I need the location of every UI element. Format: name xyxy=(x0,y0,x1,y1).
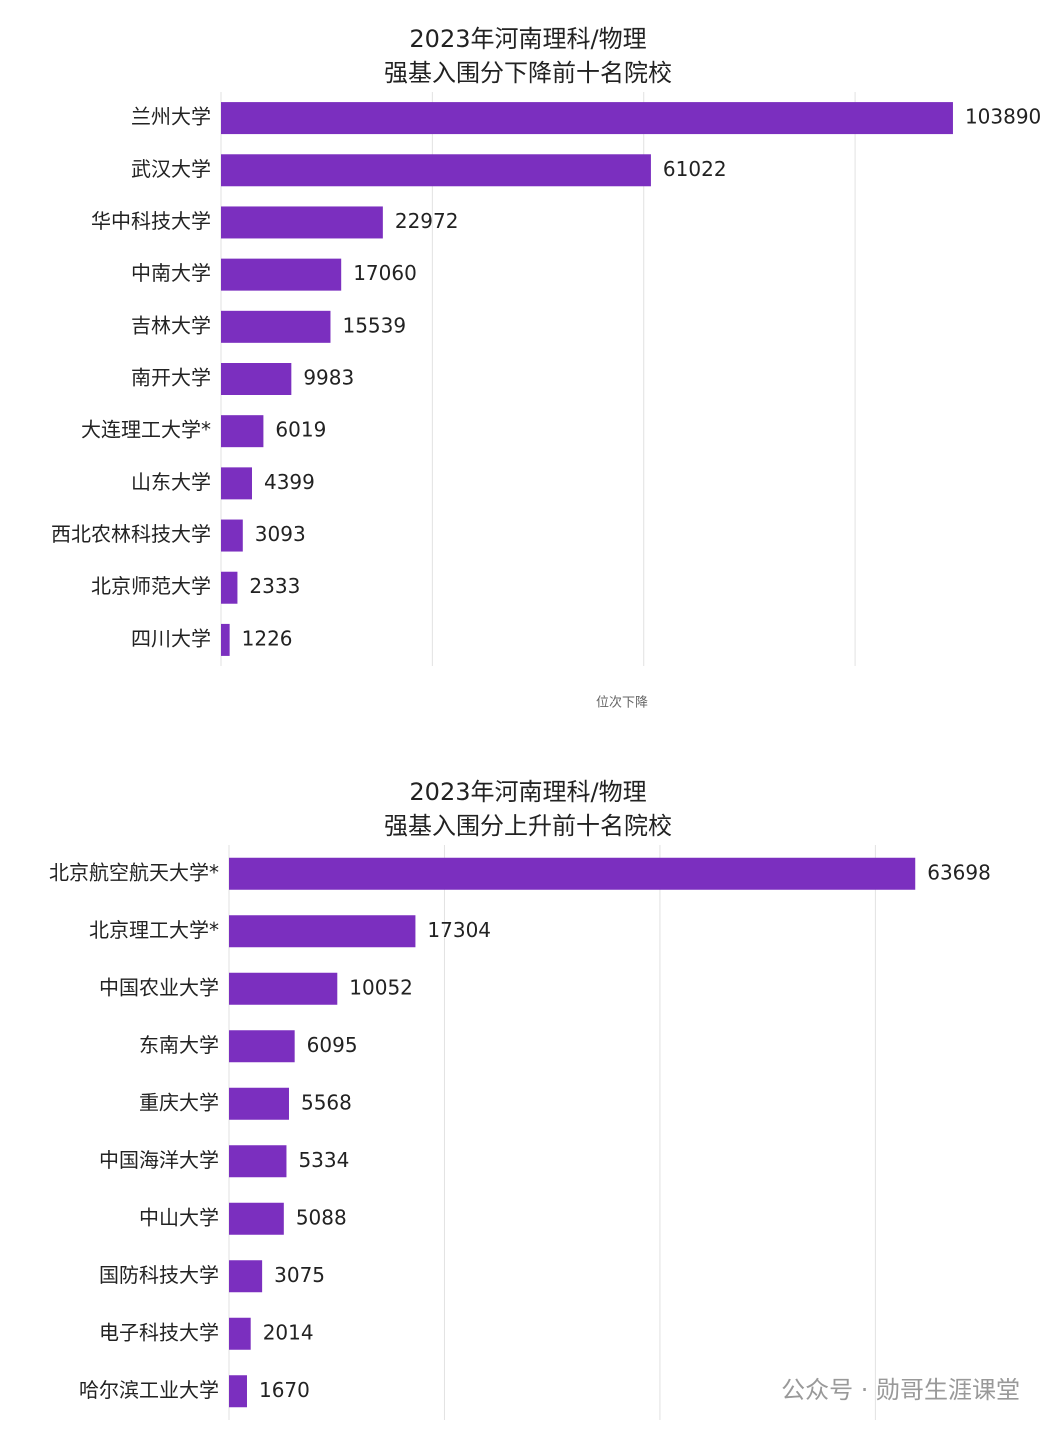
chart-subtitle: 强基入围分上升前十名院校 xyxy=(384,812,672,840)
y-tick-label: 北京师范大学 xyxy=(91,574,211,598)
bar xyxy=(221,415,264,448)
y-tick-label: 中国农业大学 xyxy=(99,975,219,999)
y-tick-label: 北京航空航天大学* xyxy=(49,860,219,884)
value-label: 1226 xyxy=(242,626,293,650)
bar xyxy=(229,1202,284,1235)
y-tick-label: 中国海洋大学 xyxy=(99,1148,219,1172)
chart-subtitle: 强基入围分下降前十名院校 xyxy=(384,59,672,87)
bar xyxy=(229,1087,289,1120)
y-tick-label: 华中科技大学 xyxy=(91,209,211,233)
y-tick-label: 吉林大学 xyxy=(131,313,211,337)
value-label: 5334 xyxy=(298,1148,349,1172)
y-tick-label: 北京理工大学* xyxy=(89,918,219,942)
value-label: 63698 xyxy=(927,860,991,884)
value-label: 2333 xyxy=(249,574,300,598)
bar xyxy=(221,623,230,656)
value-label: 4399 xyxy=(264,470,315,494)
bar xyxy=(229,972,338,1005)
bar xyxy=(229,1375,247,1408)
y-tick-label: 西北农林科技大学 xyxy=(51,522,211,546)
y-tick-label: 大连理工大学* xyxy=(81,418,211,442)
y-tick-label: 哈尔滨工业大学 xyxy=(79,1378,219,1402)
value-label: 17304 xyxy=(427,918,491,942)
bar xyxy=(229,1145,287,1178)
y-tick-label: 兰州大学 xyxy=(131,105,211,129)
y-tick-label: 山东大学 xyxy=(131,470,211,494)
value-label: 17060 xyxy=(353,261,417,285)
y-tick-label: 东南大学 xyxy=(139,1033,219,1057)
value-label: 3075 xyxy=(274,1263,325,1287)
y-tick-label: 国防科技大学 xyxy=(99,1263,219,1287)
value-label: 22972 xyxy=(395,209,459,233)
value-label: 2014 xyxy=(263,1320,314,1344)
chart-title: 2023年河南理科/物理 xyxy=(409,25,646,53)
bar xyxy=(221,206,383,239)
bar xyxy=(221,363,292,395)
value-label: 3093 xyxy=(255,522,306,546)
bar xyxy=(229,857,916,890)
watermark: 公众号 · 勋哥生涯课堂 xyxy=(781,1376,1020,1404)
bar xyxy=(221,154,651,187)
value-label: 5088 xyxy=(296,1205,347,1229)
y-tick-label: 南开大学 xyxy=(131,366,211,390)
y-tick-label: 电子科技大学 xyxy=(99,1320,219,1344)
bar xyxy=(229,1317,251,1350)
y-tick-label: 中南大学 xyxy=(131,261,211,285)
y-tick-label: 武汉大学 xyxy=(131,157,211,181)
value-label: 6019 xyxy=(275,418,326,442)
y-tick-label: 重庆大学 xyxy=(139,1090,219,1114)
value-label: 10052 xyxy=(349,975,413,999)
value-label: 9983 xyxy=(303,366,354,390)
value-label: 103890 xyxy=(965,105,1041,129)
value-label: 15539 xyxy=(342,313,406,337)
bar xyxy=(221,102,953,135)
value-label: 61022 xyxy=(663,157,727,181)
value-label: 6095 xyxy=(307,1033,358,1057)
y-tick-label: 中山大学 xyxy=(139,1205,219,1229)
bar xyxy=(229,1260,263,1293)
chart-title: 2023年河南理科/物理 xyxy=(409,778,646,806)
value-label: 5568 xyxy=(301,1090,352,1114)
bar xyxy=(229,1030,295,1063)
bar xyxy=(229,915,416,948)
bar xyxy=(221,258,342,291)
bar xyxy=(221,519,243,552)
x-axis-label: 位次下降 xyxy=(596,695,648,711)
bar xyxy=(221,467,252,500)
value-label: 1670 xyxy=(259,1378,310,1402)
bar xyxy=(221,310,331,343)
y-tick-label: 四川大学 xyxy=(131,626,211,650)
bar xyxy=(221,571,238,604)
